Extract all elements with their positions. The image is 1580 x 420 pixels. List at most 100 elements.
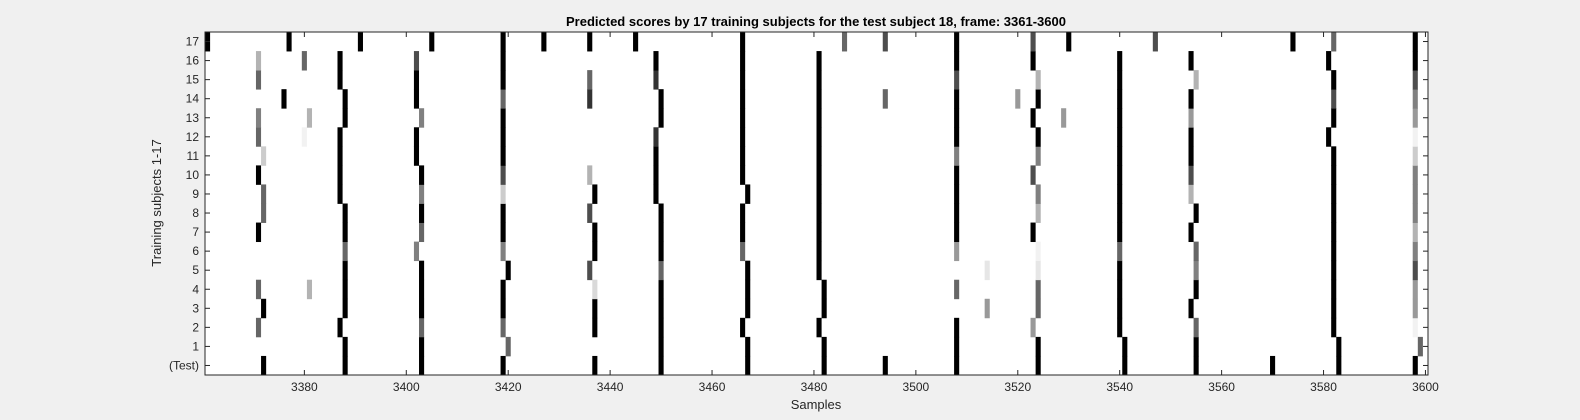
heatmap-cell bbox=[954, 203, 960, 223]
heatmap-cell bbox=[740, 317, 746, 338]
heatmap-cell bbox=[658, 260, 664, 281]
x-axis: 3380 3400 3420 3440 3460 3480 3500 3520 3540 3560… bbox=[291, 32, 1439, 394]
heatmap-cell bbox=[1117, 127, 1123, 147]
heatmap-cell bbox=[255, 108, 262, 128]
x-tick-label: 3520 bbox=[1004, 380, 1031, 394]
heatmap-cell bbox=[500, 298, 506, 319]
heatmap-cell bbox=[1193, 203, 1199, 223]
heatmap-cell bbox=[306, 108, 313, 128]
heatmap-cell bbox=[500, 51, 506, 71]
heatmap-cell bbox=[1035, 355, 1041, 376]
heatmap-cell bbox=[419, 336, 425, 357]
heatmap-cell bbox=[1331, 89, 1337, 109]
heatmap-cell bbox=[261, 146, 267, 166]
heatmap-cell bbox=[816, 165, 822, 185]
heatmap-cell bbox=[500, 127, 506, 147]
heatmap-cell bbox=[658, 241, 664, 262]
heatmap-cell bbox=[1412, 298, 1418, 319]
heatmap-cell bbox=[281, 89, 287, 109]
heatmap-cell bbox=[1117, 241, 1123, 262]
heatmap-cell bbox=[337, 146, 343, 166]
heatmap-cell bbox=[816, 89, 822, 109]
heatmap-cell bbox=[1193, 70, 1199, 90]
heatmap-cell bbox=[1035, 146, 1041, 166]
y-tick-label: 3 bbox=[192, 301, 199, 315]
y-tick-label: 1 bbox=[192, 339, 199, 353]
heatmap-cell bbox=[740, 32, 746, 52]
heatmap-cell bbox=[841, 32, 848, 52]
y-axis-label: Training subjects 1-17 bbox=[149, 139, 164, 266]
heatmap-cell bbox=[740, 51, 746, 71]
heatmap-cell bbox=[1326, 127, 1332, 147]
heatmap-cell bbox=[954, 336, 960, 357]
heatmap-cell bbox=[1188, 184, 1194, 204]
heatmap-cell bbox=[882, 89, 888, 109]
heatmap-cell bbox=[1193, 355, 1199, 376]
heatmap-cell bbox=[342, 203, 348, 223]
heatmap-cell bbox=[954, 89, 960, 109]
heatmap-cell bbox=[745, 184, 751, 204]
heatmap-cell bbox=[1035, 89, 1041, 109]
heatmap-cell bbox=[500, 317, 506, 338]
heatmap-cell bbox=[1188, 222, 1194, 243]
x-tick-label: 3500 bbox=[903, 380, 930, 394]
heatmap-cell bbox=[816, 317, 822, 338]
heatmap-cell bbox=[740, 127, 746, 147]
x-tick-label: 3480 bbox=[801, 380, 828, 394]
heatmap-cell bbox=[357, 32, 363, 52]
heatmap-cell bbox=[1412, 146, 1418, 166]
heatmap-cell bbox=[419, 203, 425, 223]
heatmap-cell bbox=[342, 241, 348, 262]
heatmap-cell bbox=[740, 203, 746, 223]
heatmap-cell bbox=[653, 184, 659, 204]
heatmap-cell bbox=[1188, 146, 1194, 166]
heatmap-cell bbox=[740, 70, 746, 90]
heatmap-cell bbox=[1117, 70, 1123, 90]
heatmap-cell bbox=[1117, 298, 1123, 319]
y-tick-label: 4 bbox=[192, 282, 199, 296]
heatmap-cell bbox=[419, 165, 425, 185]
heatmap-cell bbox=[1030, 222, 1036, 243]
heatmap-cell bbox=[1412, 165, 1418, 185]
heatmap-cell bbox=[954, 241, 960, 262]
heatmap-cell bbox=[587, 32, 593, 52]
heatmap-cell bbox=[1188, 51, 1194, 71]
chart-title: Predicted scores by 17 training subjects… bbox=[566, 14, 1066, 29]
heatmap-cell bbox=[816, 146, 822, 166]
heatmap-cell bbox=[419, 298, 425, 319]
heatmap-cell bbox=[1193, 241, 1199, 262]
heatmap-cell bbox=[587, 260, 593, 281]
heatmap-cell bbox=[1122, 355, 1128, 376]
heatmap-cell bbox=[745, 336, 751, 357]
heatmap-cell bbox=[342, 336, 348, 357]
heatmap-cell bbox=[658, 222, 664, 243]
heatmap-cell bbox=[587, 165, 593, 185]
heatmap-cell bbox=[954, 222, 960, 243]
heatmap-cells bbox=[205, 32, 1423, 376]
heatmap-cell bbox=[1035, 260, 1041, 281]
heatmap-cell bbox=[816, 127, 822, 147]
heatmap-cell bbox=[1122, 336, 1128, 357]
heatmap-cell bbox=[337, 165, 343, 185]
heatmap-cell bbox=[301, 51, 307, 71]
heatmap-cell bbox=[821, 336, 827, 357]
x-tick-label: 3560 bbox=[1208, 380, 1235, 394]
heatmap-cell bbox=[653, 165, 659, 185]
heatmap-cell bbox=[954, 32, 960, 52]
heatmap-cell bbox=[1336, 336, 1342, 357]
heatmap-cell bbox=[1117, 184, 1123, 204]
x-axis-label: Samples bbox=[791, 397, 842, 412]
heatmap-cell bbox=[1117, 260, 1123, 281]
heatmap-cell bbox=[1035, 127, 1041, 147]
heatmap-cell bbox=[342, 89, 348, 109]
heatmap-cell bbox=[1030, 165, 1036, 185]
heatmap-cell bbox=[821, 355, 827, 376]
x-tick-label: 3440 bbox=[597, 380, 624, 394]
heatmap-cell bbox=[592, 222, 598, 243]
heatmap-cell bbox=[1412, 260, 1418, 281]
heatmap-cell bbox=[592, 298, 598, 319]
heatmap-cell bbox=[658, 355, 664, 376]
heatmap-cell bbox=[658, 279, 664, 300]
heatmap-cell bbox=[1331, 165, 1337, 185]
